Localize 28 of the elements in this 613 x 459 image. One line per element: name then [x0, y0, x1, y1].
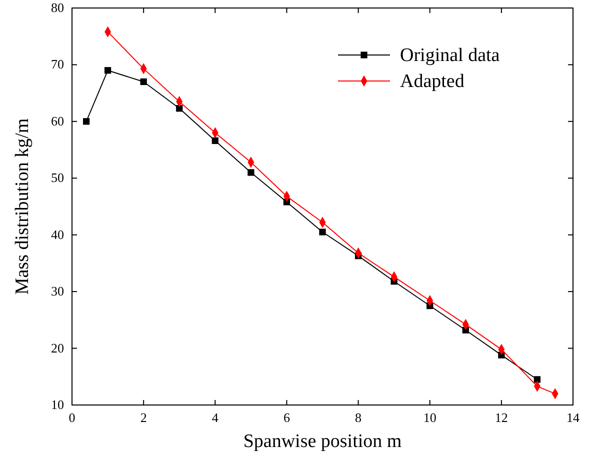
- point: [140, 78, 147, 86]
- legend-label: Adapted: [400, 71, 465, 92]
- x-tick-label: 6: [283, 410, 290, 425]
- legend-label: Original data: [400, 45, 500, 66]
- x-tick-label: 12: [494, 410, 508, 425]
- point: [82, 118, 90, 125]
- y-axis-title: Mass distribution kg/m: [12, 118, 33, 295]
- y-tick-label: 40: [51, 226, 64, 242]
- x-tick-label: 14: [566, 410, 580, 425]
- point: [248, 169, 254, 176]
- y-tick-label: 10: [51, 397, 64, 412]
- x-tick-label: 0: [68, 410, 76, 425]
- point: [104, 67, 112, 74]
- y-tick-label: 60: [51, 113, 64, 128]
- y-tick-label: 70: [51, 56, 64, 72]
- point: [319, 228, 326, 236]
- point: [176, 105, 183, 112]
- x-tick-label: 2: [140, 410, 147, 425]
- y-tick-label: 20: [51, 340, 64, 356]
- y-tick-label: 50: [51, 170, 64, 186]
- x-axis-title: Spanwise position m: [243, 431, 402, 452]
- x-tick-label: 8: [355, 410, 362, 425]
- point: [534, 376, 541, 383]
- point: [212, 137, 218, 144]
- x-tick-label: 4: [212, 410, 219, 425]
- y-tick-label: 30: [51, 284, 64, 299]
- y-tick-label: 80: [51, 0, 64, 15]
- x-tick-label: 10: [423, 410, 436, 425]
